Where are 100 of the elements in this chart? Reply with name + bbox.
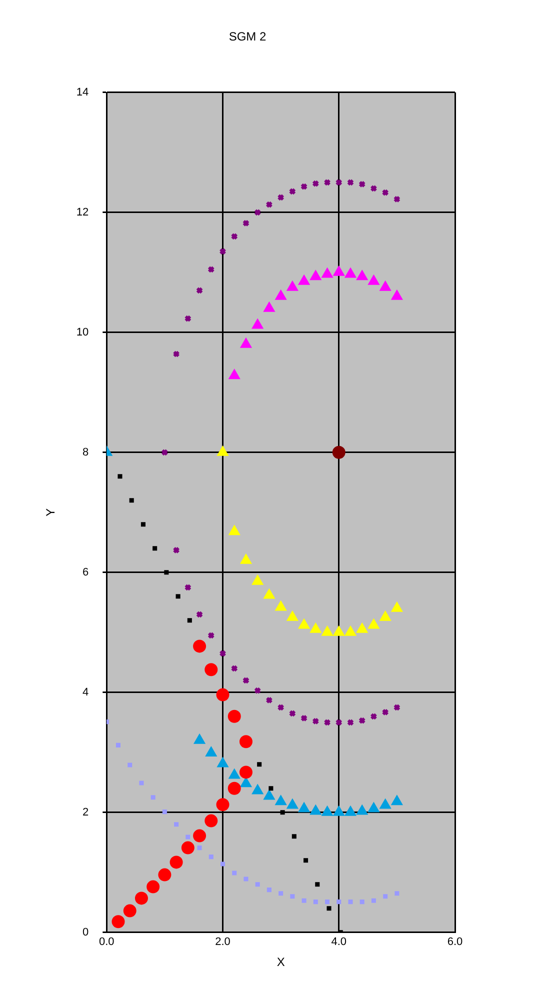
point (118, 474, 122, 479)
point (300, 714, 308, 722)
point (128, 762, 132, 768)
x-tick-label: 6.0 (447, 936, 463, 948)
point (302, 898, 306, 903)
point (332, 446, 346, 459)
point (286, 798, 298, 809)
point (333, 266, 345, 276)
point (335, 178, 342, 186)
point (322, 268, 333, 278)
x-tick-label: 4.0 (331, 936, 347, 948)
point (217, 757, 228, 768)
y-tick-label: 12 (76, 206, 89, 218)
point (370, 184, 378, 192)
point (228, 782, 241, 795)
point (187, 618, 192, 623)
point (288, 188, 296, 196)
x-tick-label: 0.0 (98, 936, 114, 948)
point (255, 882, 260, 887)
point (254, 686, 262, 694)
point (368, 802, 380, 812)
point (232, 870, 237, 876)
point (344, 626, 356, 636)
point (204, 663, 218, 676)
point (380, 610, 392, 621)
point (228, 525, 240, 536)
point (348, 900, 353, 904)
point (382, 188, 389, 196)
point (240, 338, 252, 348)
point (208, 854, 214, 860)
point (254, 208, 262, 216)
point (161, 448, 168, 456)
chart-title: SGM 2 (228, 30, 266, 44)
point (393, 196, 401, 203)
point (278, 891, 284, 896)
point (184, 314, 192, 322)
point (333, 806, 345, 816)
point (266, 200, 273, 208)
point (205, 746, 217, 756)
point (216, 688, 230, 702)
point (393, 704, 401, 712)
point (219, 650, 226, 658)
point (139, 780, 144, 786)
point (310, 270, 322, 280)
point (252, 574, 264, 585)
point (264, 790, 275, 800)
point (344, 806, 356, 816)
point (380, 798, 392, 809)
point (360, 900, 364, 904)
point (358, 180, 366, 188)
point (240, 554, 252, 564)
point (288, 710, 296, 718)
point (298, 618, 310, 629)
point (315, 882, 320, 887)
point (150, 795, 156, 800)
point (252, 318, 264, 329)
point (298, 274, 310, 285)
point (170, 856, 183, 869)
point (140, 522, 146, 527)
point (346, 718, 354, 726)
point (216, 798, 230, 812)
point (312, 180, 320, 188)
point (325, 900, 330, 904)
point (204, 814, 218, 828)
point (333, 626, 345, 636)
point (252, 784, 264, 794)
point (194, 734, 206, 744)
point (196, 610, 204, 618)
y-axis-title: Y (44, 508, 58, 516)
point (196, 286, 204, 294)
point (382, 708, 389, 716)
point (197, 846, 202, 850)
point (358, 716, 366, 724)
point (391, 602, 403, 612)
y-tick-label: 10 (76, 326, 89, 338)
y-tick-label: 14 (76, 86, 89, 98)
point (368, 618, 380, 629)
point (112, 915, 125, 928)
point (268, 786, 274, 791)
point (264, 302, 275, 312)
point (304, 858, 308, 863)
point (275, 795, 287, 806)
x-axis-title: X (276, 955, 285, 970)
point (228, 768, 240, 779)
x-tick-label: 2.0 (215, 936, 230, 948)
point (162, 810, 167, 814)
point (220, 862, 226, 866)
point (181, 841, 194, 854)
point (184, 584, 192, 592)
point (277, 704, 284, 712)
point (290, 894, 295, 899)
point (158, 868, 172, 882)
point (172, 546, 180, 554)
point (312, 718, 320, 725)
point (266, 696, 273, 704)
point (239, 735, 252, 748)
point (356, 270, 368, 280)
point (208, 266, 215, 274)
point (298, 802, 310, 812)
point (394, 891, 400, 896)
